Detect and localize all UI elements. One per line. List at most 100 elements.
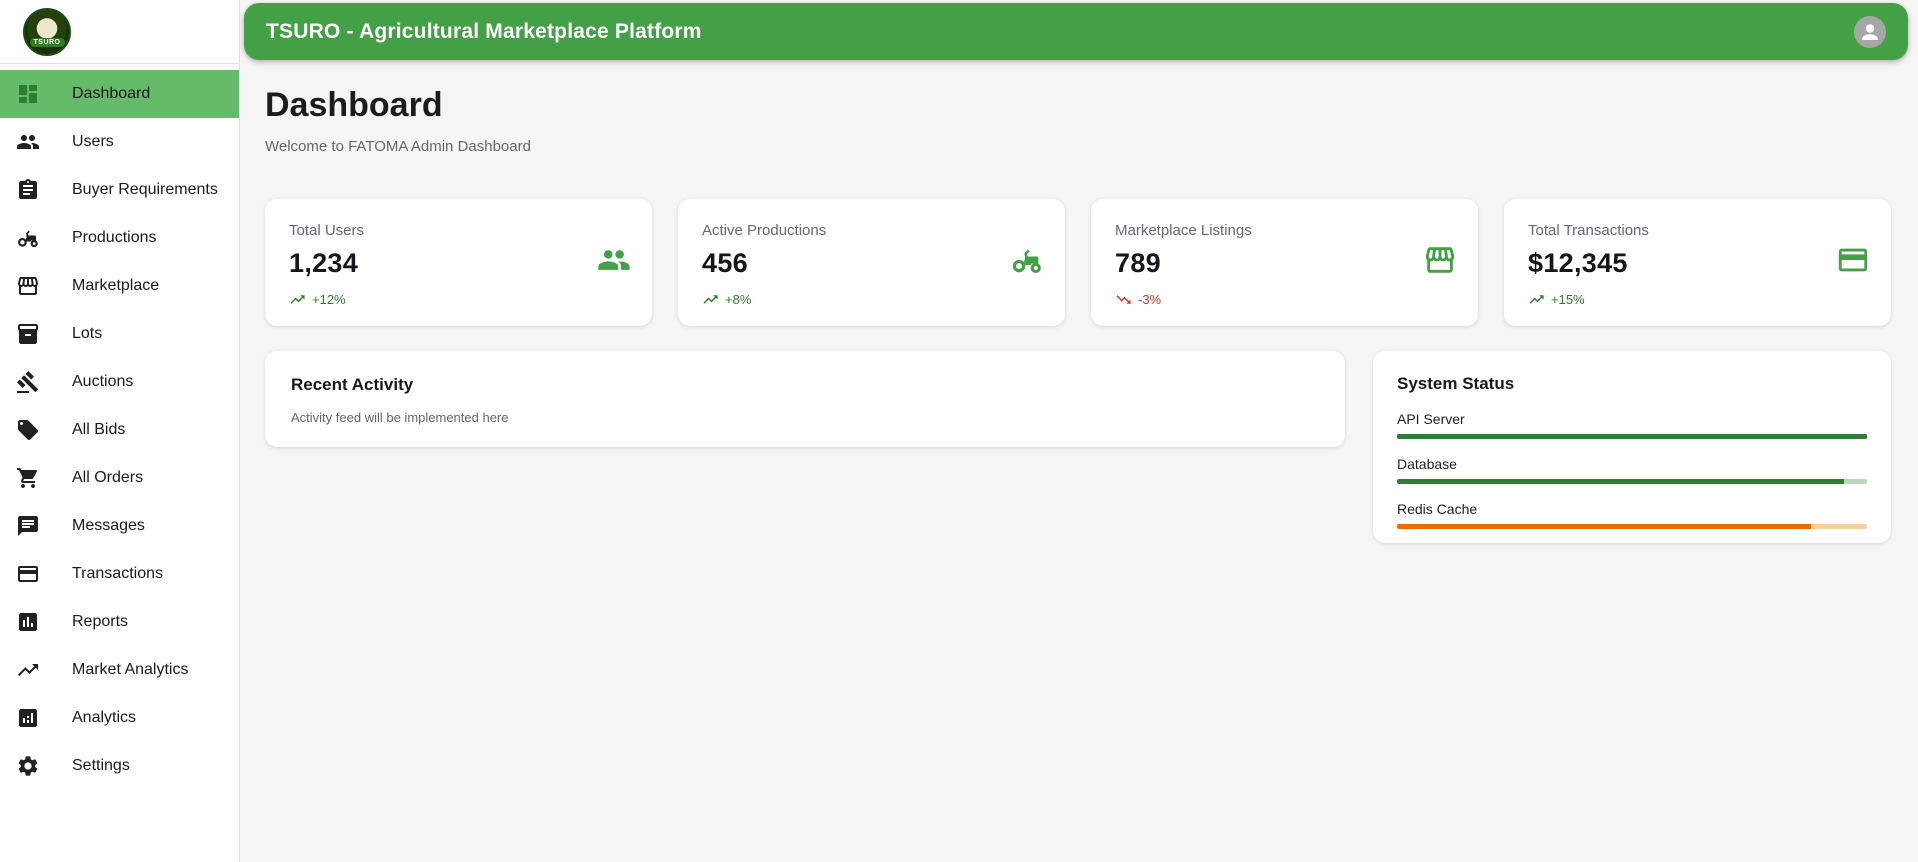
sidebar-item-lots[interactable]: Lots (0, 310, 239, 358)
chat-icon (18, 516, 38, 536)
stat-card-trend-value: +8% (725, 292, 752, 307)
page-title: Dashboard (265, 86, 443, 124)
stat-card-value: 456 (702, 248, 748, 278)
stat-card-total-transactions: Total Transactions $12,345 +15% (1504, 199, 1891, 326)
clipboard-icon (19, 179, 37, 199)
sidebar-item-label: Messages (72, 517, 145, 534)
cart-icon (17, 468, 37, 488)
bar-chart-icon (19, 613, 37, 631)
appbar: TSURO - Agricultural Marketplace Platfor… (244, 3, 1908, 60)
status-row-database: Database (1397, 456, 1867, 484)
sidebar-item-reports[interactable]: Reports (0, 598, 239, 646)
sidebar-item-analytics[interactable]: Analytics (0, 694, 239, 742)
sidebar-item-messages[interactable]: Messages (0, 502, 239, 550)
credit-card-icon-wrap (1836, 243, 1870, 277)
gavel-icon-wrap (16, 370, 40, 394)
progress-track (1397, 479, 1867, 484)
tractor-icon (18, 230, 38, 248)
status-row-api-server: API Server (1397, 411, 1867, 439)
storefront-icon-wrap (1423, 243, 1457, 277)
progress-track (1397, 524, 1867, 529)
storefront-icon (18, 277, 38, 295)
sidebar-item-market-analytics[interactable]: Market Analytics (0, 646, 239, 694)
sidebar-item-label: Analytics (72, 709, 137, 726)
stat-card-trend: -3% (1115, 291, 1456, 308)
appbar-title: TSURO - Agricultural Marketplace Platfor… (266, 19, 702, 43)
sidebar-item-label: Transactions (72, 565, 163, 582)
inventory-box-icon-wrap (16, 322, 40, 346)
progress-fill (1397, 434, 1867, 439)
stat-card-label: Marketplace Listings (1115, 222, 1252, 239)
credit-card-icon (1838, 248, 1868, 272)
dashboard-grid-icon (19, 85, 37, 103)
people-icon (598, 250, 630, 270)
stat-card-value: 789 (1115, 248, 1161, 278)
analytics-icon (19, 709, 37, 727)
status-service-name: API Server (1397, 411, 1465, 427)
sidebar-item-label: Settings (72, 757, 130, 774)
sidebar: TSURO Dashboard Users Buyer Requirements… (0, 0, 240, 862)
tractor-icon-wrap (1010, 243, 1044, 277)
stat-card-active-productions: Active Productions 456 +8% (678, 199, 1065, 326)
stat-card-marketplace-listings: Marketplace Listings 789 -3% (1091, 199, 1478, 326)
stat-card-trend: +15% (1528, 291, 1869, 308)
gear-icon-wrap (16, 754, 40, 778)
sidebar-item-label: Reports (72, 613, 129, 630)
trending-up-icon (703, 295, 718, 304)
credit-card-icon-wrap (16, 562, 40, 586)
sidebar-item-all-orders[interactable]: All Orders (0, 454, 239, 502)
inventory-box-icon (18, 324, 38, 344)
trending-up-icon-wrap (16, 658, 40, 682)
sidebar-item-all-bids[interactable]: All Bids (0, 406, 239, 454)
stat-card-value: $12,345 (1528, 248, 1628, 278)
people-icon-wrap (16, 130, 40, 154)
sidebar-item-users[interactable]: Users (0, 118, 239, 166)
person-icon (1856, 17, 1884, 46)
recent-activity-panel: Recent Activity Activity feed will be im… (265, 351, 1345, 447)
stat-card-trend-value: -3% (1138, 292, 1162, 307)
tag-icon (18, 420, 38, 440)
sidebar-item-label: All Orders (72, 469, 144, 486)
status-service-name: Database (1397, 456, 1457, 472)
sidebar-item-label: Buyer Requirements (72, 181, 218, 198)
analytics-icon-wrap (16, 706, 40, 730)
sidebar-item-label: Auctions (72, 373, 134, 390)
gear-icon (18, 756, 38, 776)
tag-icon-wrap (16, 418, 40, 442)
sidebar-item-marketplace[interactable]: Marketplace (0, 262, 239, 310)
status-row-redis-cache: Redis Cache (1397, 501, 1867, 529)
storefront-icon (1425, 247, 1455, 273)
panels-row: Recent Activity Activity feed will be im… (265, 351, 1891, 543)
sidebar-nav: Dashboard Users Buyer Requirements Produ… (0, 64, 239, 790)
sidebar-item-label: Lots (72, 325, 103, 342)
stat-card-trend: +8% (702, 291, 1043, 308)
sidebar-item-label: Productions (72, 229, 157, 246)
sidebar-item-productions[interactable]: Productions (0, 214, 239, 262)
credit-card-icon (18, 566, 38, 582)
dashboard-grid-icon-wrap (16, 82, 40, 106)
sidebar-item-settings[interactable]: Settings (0, 742, 239, 790)
sidebar-item-label: Market Analytics (72, 661, 189, 678)
main-content: Dashboard Welcome to FATOMA Admin Dashbo… (241, 60, 1918, 862)
tsuro-logo[interactable]: TSURO (23, 7, 71, 56)
sidebar-item-auctions[interactable]: Auctions (0, 358, 239, 406)
system-status-panel: System Status API Server Database Redis … (1373, 351, 1891, 543)
account-avatar-button[interactable] (1854, 15, 1886, 48)
status-service-name: Redis Cache (1397, 501, 1478, 517)
sidebar-item-dashboard[interactable]: Dashboard (0, 70, 239, 118)
page-subtitle: Welcome to FATOMA Admin Dashboard (265, 138, 531, 155)
bar-chart-icon-wrap (16, 610, 40, 634)
people-icon-wrap (597, 243, 631, 277)
sidebar-item-transactions[interactable]: Transactions (0, 550, 239, 598)
sidebar-item-label: Dashboard (72, 85, 151, 102)
progress-fill (1397, 479, 1844, 484)
stat-card-trend-value: +12% (312, 292, 346, 307)
tractor-icon (1012, 249, 1041, 274)
stat-card-label: Active Productions (702, 222, 827, 239)
trending-up-icon (1529, 295, 1544, 304)
stats-row: Total Users 1,234 +12% Active Production… (265, 199, 1891, 326)
stat-card-trend: +12% (289, 291, 630, 308)
stat-card-label: Total Users (289, 222, 365, 239)
recent-activity-body: Activity feed will be implemented here (291, 410, 509, 425)
sidebar-item-buyer-requirements[interactable]: Buyer Requirements (0, 166, 239, 214)
